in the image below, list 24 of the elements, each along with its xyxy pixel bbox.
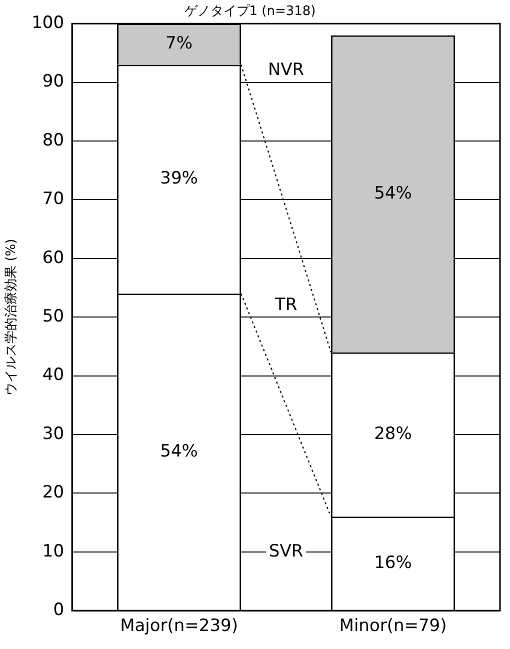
text: TR [274,294,298,315]
y-tick-label: 50 [42,306,64,327]
text: 16% [374,553,412,574]
y-tick-label: 80 [42,130,64,150]
y-tick-label: 20 [42,482,64,503]
chart-title: ゲノタイプ1 (n=318) [184,4,316,20]
y-tick-label: 100 [32,13,64,34]
y-axis-title: ウイルス学的治療効果 (%) [4,238,20,396]
text: 39% [160,168,198,189]
y-tick-label: 60 [42,248,64,268]
y-tick-label: 90 [42,72,64,92]
text: 7% [166,34,193,54]
y-tick-label: 40 [42,365,64,386]
series-label: SVR [268,541,304,562]
x-tick-label: Major(n=239) [120,616,238,636]
y-tick-label: 10 [42,541,64,562]
text: 54% [374,183,412,204]
x-tick-label: Minor(n=79) [339,616,447,636]
text: 54% [160,442,198,462]
y-tick-label: 0 [53,600,64,620]
y-tick-label: 70 [42,189,64,210]
text: 28% [374,424,412,444]
y-tick-label: 30 [42,424,64,444]
series-label: NVR [268,60,304,80]
